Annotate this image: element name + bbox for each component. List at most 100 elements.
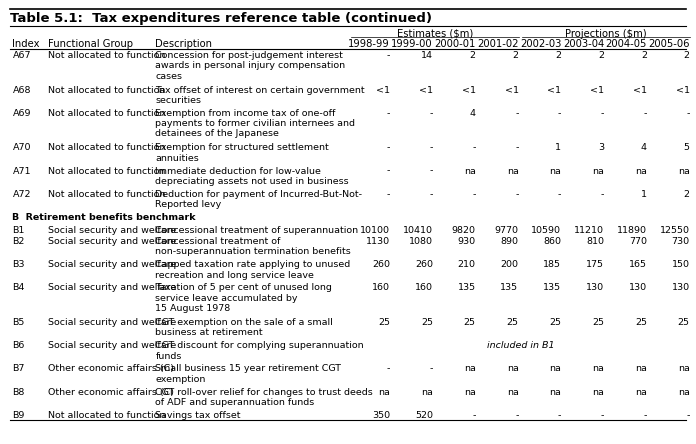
Text: 185: 185 [544,260,562,269]
Text: 12550: 12550 [660,226,690,234]
Text: <1: <1 [590,86,604,95]
Text: 1130: 1130 [366,237,390,246]
Text: na: na [592,365,604,373]
Text: Social security and welfare: Social security and welfare [48,341,177,350]
Text: 10410: 10410 [403,226,433,234]
Text: 10100: 10100 [360,226,390,234]
Text: Exemption for structured settlement
annuities: Exemption for structured settlement annu… [155,143,329,163]
Text: 770: 770 [629,237,647,246]
Text: na: na [678,388,690,396]
Text: -: - [387,143,390,152]
Text: Not allocated to function: Not allocated to function [48,411,166,420]
Text: B5: B5 [13,318,25,327]
Text: Not allocated to function: Not allocated to function [48,190,166,198]
Text: Concessional treatment of
non-superannuation termination benefits: Concessional treatment of non-superannua… [155,237,351,257]
Text: B1: B1 [13,226,25,234]
Text: -: - [473,190,476,198]
Text: A68: A68 [13,86,31,95]
Text: 150: 150 [672,260,690,269]
Text: B2: B2 [13,237,25,246]
Text: 350: 350 [372,411,390,420]
Text: 130: 130 [629,283,647,292]
Text: 860: 860 [544,237,562,246]
Text: 930: 930 [457,237,476,246]
Text: 130: 130 [672,283,690,292]
Text: 9770: 9770 [495,226,519,234]
Text: Not allocated to function: Not allocated to function [48,166,166,175]
Text: CGT roll-over relief for changes to trust deeds
of ADF and superannuation funds: CGT roll-over relief for changes to trus… [155,388,373,407]
Text: B7: B7 [13,365,25,373]
Text: A72: A72 [13,190,31,198]
Text: Other economic affairs (C): Other economic affairs (C) [48,388,174,396]
Text: Deduction for payment of Incurred-But-Not-
Reported levy: Deduction for payment of Incurred-But-No… [155,190,363,209]
Text: 160: 160 [415,283,433,292]
Text: Not allocated to function: Not allocated to function [48,86,166,95]
Text: 25: 25 [549,318,562,327]
Text: 2: 2 [598,51,604,60]
Text: Functional Group: Functional Group [48,39,134,49]
Text: B6: B6 [13,341,25,350]
Text: 4: 4 [641,143,647,152]
Text: 260: 260 [372,260,390,269]
Text: 1: 1 [555,143,562,152]
Text: 9820: 9820 [452,226,476,234]
Text: CGT exemption on the sale of a small
business at retirement: CGT exemption on the sale of a small bus… [155,318,333,337]
Text: 2001-02: 2001-02 [477,39,519,49]
Text: na: na [464,388,476,396]
Text: Concession for post-judgement interest
awards in personal injury compensation
ca: Concession for post-judgement interest a… [155,51,345,81]
Text: na: na [549,388,562,396]
Text: 2: 2 [470,51,476,60]
Text: 3: 3 [598,143,604,152]
Text: -: - [644,109,647,118]
Text: -: - [515,109,519,118]
Text: 135: 135 [457,283,476,292]
Text: -: - [601,190,604,198]
Text: <1: <1 [676,86,690,95]
Text: -: - [601,411,604,420]
Text: -: - [429,109,433,118]
Text: 1998-99: 1998-99 [349,39,390,49]
Text: na: na [378,388,390,396]
Text: -: - [429,365,433,373]
Text: <1: <1 [547,86,562,95]
Text: na: na [635,388,647,396]
Text: 25: 25 [464,318,476,327]
Text: 25: 25 [507,318,519,327]
Text: B4: B4 [13,283,25,292]
Text: 135: 135 [543,283,562,292]
Text: na: na [507,388,519,396]
Text: -: - [601,109,604,118]
Text: <1: <1 [461,86,476,95]
Text: 1080: 1080 [409,237,433,246]
Text: -: - [429,143,433,152]
Text: 25: 25 [592,318,604,327]
Text: Small business 15 year retirement CGT
exemption: Small business 15 year retirement CGT ex… [155,365,341,384]
Text: A70: A70 [13,143,31,152]
Text: 135: 135 [500,283,519,292]
Text: Table 5.1:  Tax expenditures reference table (continued): Table 5.1: Tax expenditures reference ta… [10,12,432,25]
Text: 25: 25 [421,318,433,327]
Text: -: - [473,143,476,152]
Text: na: na [464,365,476,373]
Text: Concessional treatment of superannuation: Concessional treatment of superannuation [155,226,358,234]
Text: 2: 2 [512,51,519,60]
Text: na: na [592,166,604,175]
Text: na: na [549,365,562,373]
Text: Tax offset of interest on certain government
securities: Tax offset of interest on certain govern… [155,86,365,105]
Text: <1: <1 [419,86,433,95]
Text: -: - [387,166,390,175]
Text: 2003-04: 2003-04 [563,39,604,49]
Text: na: na [635,166,647,175]
Text: 14: 14 [421,51,433,60]
Text: 160: 160 [372,283,390,292]
Text: Social security and welfare: Social security and welfare [48,318,177,327]
Text: -: - [558,411,562,420]
Text: -: - [558,109,562,118]
Text: 25: 25 [678,318,690,327]
Text: -: - [515,411,519,420]
Text: -: - [686,109,690,118]
Text: na: na [678,365,690,373]
Text: Savings tax offset: Savings tax offset [155,411,241,420]
Text: na: na [635,365,647,373]
Text: 810: 810 [586,237,604,246]
